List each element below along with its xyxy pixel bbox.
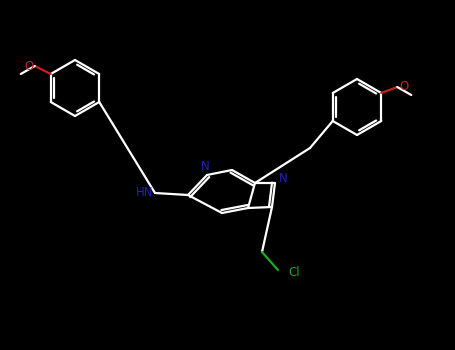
Text: O: O <box>25 60 34 72</box>
Text: N: N <box>201 161 209 174</box>
Text: Cl: Cl <box>288 266 300 279</box>
Text: O: O <box>399 80 409 93</box>
Text: N: N <box>278 172 288 184</box>
Text: HN: HN <box>136 187 153 199</box>
